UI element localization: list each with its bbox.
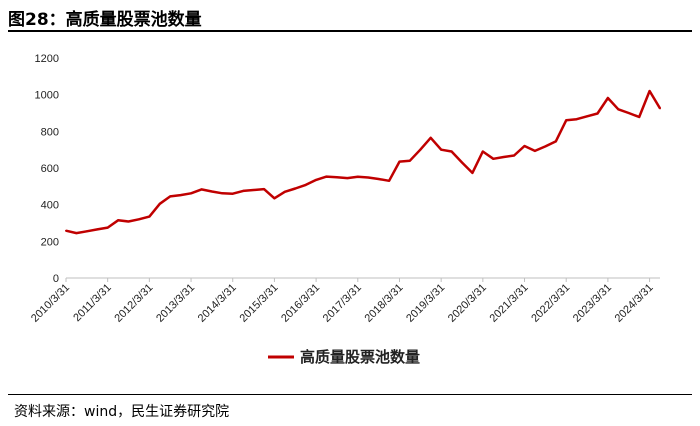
data-point [638,116,641,118]
series-layer [65,89,662,235]
x-tick-label: 2010/3/31 [29,282,72,325]
data-point [617,108,620,111]
data-point [471,171,474,174]
y-tick-label: 1000 [35,90,59,102]
data-point [210,190,213,193]
x-tick-label: 2012/3/31 [112,282,155,325]
y-tick-label: 0 [53,273,59,285]
x-tick-label: 2021/3/31 [488,282,531,325]
data-point [75,232,78,235]
data-point [221,192,224,195]
data-point [65,229,67,232]
data-point [252,189,255,191]
data-point [408,159,411,162]
data-point [575,118,578,121]
y-tick-label: 200 [41,236,59,248]
data-point [283,190,286,193]
source-note: 资料来源：wind，民生证券研究院 [14,404,230,420]
x-tick-label: 2023/3/31 [571,282,614,325]
y-tick-label: 400 [41,200,59,212]
x-tick-label: 2024/3/31 [613,282,656,325]
x-tick-label: 2022/3/31 [529,282,572,325]
line-chart: 0 200 400 600 800 1000 1200 2010/3/31 2011/3/31… [29,53,662,366]
data-point [231,192,234,195]
data-point [169,195,172,198]
page-title: 图28：高质量股票池数量 [8,10,202,30]
data-point [96,228,99,231]
data-point [606,97,609,99]
data-point [356,175,359,178]
x-tick-label: 2011/3/31 [71,282,114,325]
y-tick-label: 800 [41,126,59,138]
data-point [419,148,422,151]
x-tick-label: 2013/3/31 [154,282,197,325]
data-point [158,202,161,205]
x-tick-label: 2015/3/31 [237,282,280,325]
data-point [440,148,443,151]
data-point [85,230,88,233]
x-tick-label: 2020/3/31 [446,282,489,325]
data-point [273,197,276,200]
data-point [294,187,297,190]
data-point [533,149,536,152]
data-point [554,140,557,143]
x-tick-label: 2019/3/31 [404,282,447,325]
x-tick-label: 2014/3/31 [196,282,239,325]
title-divider [8,30,692,32]
data-point [137,218,140,221]
data-point [627,112,630,114]
y-tick-label: 1200 [35,53,59,65]
data-point [377,178,380,180]
y-axis: 0 200 400 600 800 1000 1200 [35,53,59,285]
data-point [388,179,391,182]
data-point [179,194,182,197]
data-point [596,112,599,115]
data-point [346,177,349,180]
data-point [481,150,484,153]
data-point [200,188,203,191]
data-point [304,183,307,186]
data-point [586,115,589,118]
data-point [461,161,463,164]
x-tick-label: 2018/3/31 [363,282,406,325]
data-point [242,189,245,192]
data-point [429,136,432,139]
data-point [127,220,130,223]
data-point [523,145,526,147]
x-axis: 2010/3/31 2011/3/312012/3/312013/3/312014… [29,278,656,325]
data-point [117,219,120,222]
footer-divider [8,394,692,395]
data-point [148,215,151,218]
y-tick-label: 600 [41,163,59,175]
data-point [513,154,516,157]
series-line [65,89,662,235]
data-point [492,157,495,160]
x-tick-label: 2017/3/31 [321,282,364,325]
data-point [659,107,661,110]
data-point [565,119,568,122]
data-point [315,178,318,181]
data-point [648,90,651,92]
x-tick-label: 2016/3/31 [279,282,322,325]
data-point [190,192,193,195]
data-point [398,160,401,163]
data-point [367,176,370,179]
legend: 高质量股票池数量 [268,348,420,366]
data-point [335,176,338,179]
data-point [325,175,328,178]
data-point [502,156,505,158]
data-point [106,226,109,229]
legend-label: 高质量股票池数量 [300,348,420,366]
data-point [450,150,453,153]
data-point [544,145,547,148]
data-point [263,188,265,191]
